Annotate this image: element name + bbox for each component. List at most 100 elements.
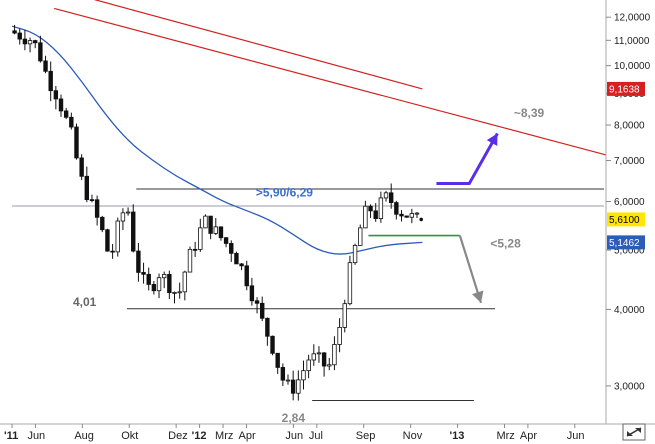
y-tick-label: 5,0000 <box>614 246 645 257</box>
candle-body <box>234 252 239 265</box>
candle-body <box>84 175 90 201</box>
x-tick-label: Nov <box>403 430 423 442</box>
candle-body <box>105 229 110 252</box>
y-tick-label: 11,0000 <box>614 36 650 47</box>
price-badge-label: 5,1462 <box>609 238 640 249</box>
candle-body <box>27 40 33 45</box>
candle-body <box>388 192 394 203</box>
candle-body <box>100 216 105 231</box>
candle-body <box>146 273 151 285</box>
arrow-bullish <box>436 132 499 186</box>
candle-body <box>213 226 218 234</box>
price-badge <box>607 235 645 250</box>
x-tick-label: Jul <box>309 430 323 442</box>
arrow-bearish <box>458 235 483 304</box>
candle-body <box>12 30 17 34</box>
candle-body <box>342 303 347 328</box>
candle-body <box>198 227 203 250</box>
candle-body <box>22 38 28 45</box>
candle-body <box>229 243 234 254</box>
candle-body <box>280 367 286 381</box>
candle-body <box>167 273 172 294</box>
candle-body <box>115 220 120 253</box>
candle-body <box>296 379 301 394</box>
candle-body <box>161 273 167 279</box>
y-tick-label: 6,0000 <box>614 197 645 208</box>
candle-body <box>249 285 255 302</box>
price-badge-label: 9,1638 <box>609 84 640 95</box>
x-tick-label: Aug <box>74 430 94 442</box>
y-tick-label: 4,0000 <box>614 305 645 316</box>
x-tick-label: Jun <box>567 430 585 442</box>
annotation-label: >5,90/6,29 <box>256 185 313 199</box>
candle-body <box>409 213 415 218</box>
candle-body <box>223 237 229 244</box>
candle-body <box>275 352 280 368</box>
candle-body <box>94 199 100 218</box>
candle-body <box>53 90 59 100</box>
candle-body <box>110 250 115 253</box>
candle-body <box>151 284 157 292</box>
price-badge <box>607 212 645 227</box>
annotation-label: 2,84 <box>282 411 306 425</box>
candle-body <box>74 126 79 159</box>
candle-body <box>43 60 48 72</box>
candle-body <box>285 379 291 382</box>
annotation-label: <5,28 <box>490 236 521 250</box>
candle-body <box>120 212 126 222</box>
x-tick-label: Okt <box>121 430 138 442</box>
x-tick-label: Apr <box>520 430 537 442</box>
candle-body <box>404 215 409 218</box>
candle-body <box>332 344 337 366</box>
candle-body <box>172 292 177 294</box>
candle-body <box>347 262 353 305</box>
trendline-1 <box>93 0 423 90</box>
candle-body <box>363 205 368 229</box>
candle-body <box>156 277 162 292</box>
candle-body <box>141 272 146 275</box>
x-tick-label: Jun <box>285 430 303 442</box>
candle-body <box>177 291 182 294</box>
trendline-2 <box>54 7 607 156</box>
candle-body <box>182 271 188 293</box>
arrow-head-bullish <box>486 133 498 146</box>
x-tick-label: Apr <box>239 430 256 442</box>
arrow-head-bearish <box>471 290 484 303</box>
candle-body <box>187 248 193 273</box>
x-tick-label: Mrz <box>496 430 514 442</box>
candle-body <box>254 300 260 304</box>
x-tick-label: Dez <box>168 430 188 442</box>
candle-body <box>48 70 53 92</box>
y-tick-label: 7,0000 <box>614 156 645 167</box>
price-badge <box>607 81 645 96</box>
candle-body <box>38 42 43 62</box>
x-tick-label: '12 <box>192 430 207 442</box>
candle-body <box>69 116 74 128</box>
resize-handle-icon[interactable] <box>622 423 646 441</box>
candle-body <box>63 110 69 118</box>
candle-body <box>358 227 363 246</box>
annotation-label: ~8,39 <box>514 106 545 120</box>
candle-body <box>321 352 327 367</box>
candle-body <box>399 213 404 217</box>
candle-body <box>125 211 131 214</box>
candle-body <box>79 157 84 177</box>
moving-average-line <box>11 25 423 255</box>
y-tick-label: 12,0000 <box>614 13 651 24</box>
y-tick-label: 3,0000 <box>614 381 645 392</box>
candle-body <box>352 245 358 264</box>
candle-body <box>301 370 306 381</box>
candle-body <box>58 98 64 112</box>
candle-body <box>414 212 420 215</box>
candle-body <box>337 326 342 345</box>
x-tick-label: Sep <box>356 430 376 442</box>
annotation-label: 4,01 <box>73 295 97 309</box>
candle-body <box>218 226 224 239</box>
candle-body <box>316 352 322 355</box>
candle-body <box>378 197 384 219</box>
candle-body <box>203 215 208 229</box>
candle-body <box>208 215 213 234</box>
